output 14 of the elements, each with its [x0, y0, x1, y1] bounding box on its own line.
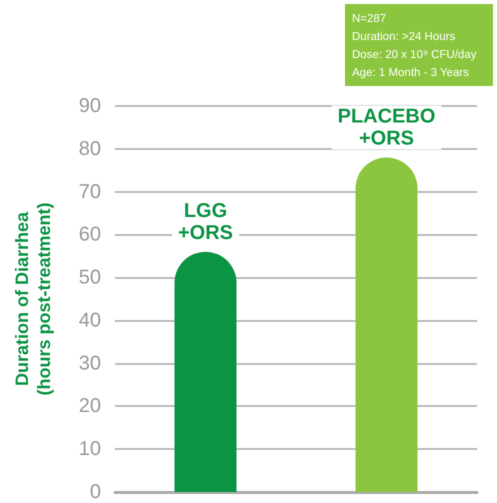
y-tick-label: 60 [78, 224, 101, 246]
y-tick-label: 20 [78, 395, 101, 418]
y-tick-label: 0 [90, 481, 101, 503]
y-tick-label: 30 [78, 352, 101, 374]
y-tick-label: 80 [78, 138, 101, 160]
y-tick-label: 10 [78, 438, 101, 460]
y-tick-label: 70 [78, 180, 101, 203]
x-tick-label: PLACEBO +ORS [338, 105, 436, 150]
y-tick-label: 40 [78, 309, 101, 332]
y-tick-label: 50 [78, 266, 101, 289]
x-tick-label: LGG +ORS [178, 200, 234, 244]
text: N=287 Duration: >24 Hours Dose: 20 x 10⁹ CFU/day Age: 1 Month - 3 Years [352, 13, 477, 79]
y-axis-title: Duration of Diarrhea (hours post-treatment) [12, 202, 54, 396]
y-tick-label: 90 [78, 95, 101, 117]
